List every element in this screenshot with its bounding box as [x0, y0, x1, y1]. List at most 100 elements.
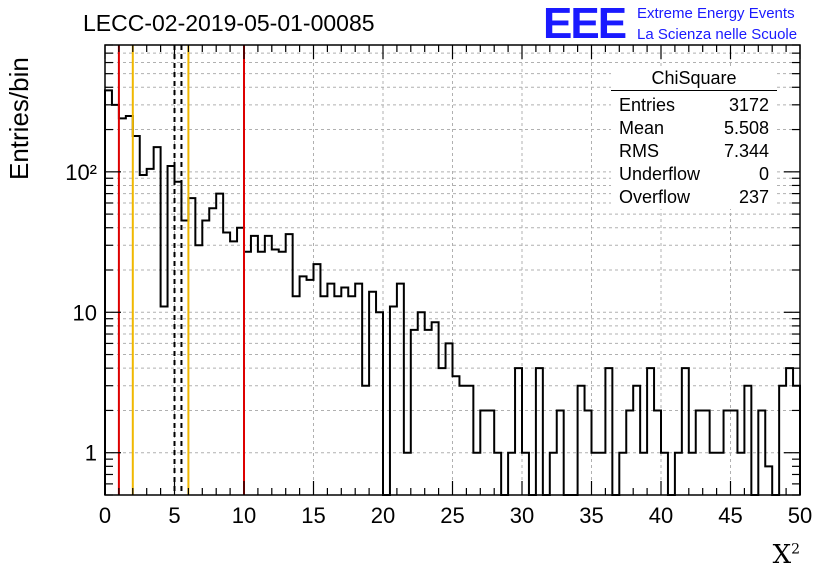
logo-tagline-1: Extreme Energy Events [637, 5, 795, 22]
x-tick-label: 20 [371, 503, 395, 528]
histogram-outline [104, 89, 801, 496]
histogram-bin [578, 386, 585, 495]
stats-value: 3172 [728, 95, 769, 115]
histogram-bin [647, 368, 654, 495]
histogram-bin [793, 386, 800, 495]
histogram-bin [195, 245, 202, 495]
stats-label: Underflow [619, 164, 701, 184]
stats-label: Entries [619, 95, 676, 115]
histogram-bin [522, 453, 529, 495]
x-tick-label: 40 [649, 503, 673, 528]
histogram-bin [362, 386, 369, 495]
histogram-bin [682, 368, 689, 495]
stats-value: 7.344 [723, 141, 769, 161]
x-tick-label: 35 [579, 503, 603, 528]
histogram-bin [598, 453, 605, 495]
histogram-bin [536, 368, 543, 495]
histogram-bin [265, 236, 272, 495]
histogram-bin [272, 249, 279, 495]
histogram-bin [515, 368, 522, 495]
stats-title: ChiSquare [611, 67, 777, 91]
histogram-bin [112, 105, 119, 495]
histogram-bin [550, 453, 557, 495]
stats-value: 0 [758, 164, 769, 184]
stats-box: ChiSquare Entries 3172 Mean 5.508 RMS 7.344 Un… [611, 67, 777, 209]
histogram-bin [181, 221, 188, 495]
histogram-bin [369, 292, 376, 495]
histogram-bin [453, 376, 460, 495]
histogram-bin [223, 232, 230, 495]
histogram-bin [251, 236, 258, 495]
histogram-bin [140, 175, 147, 495]
stats-row-underflow: Underflow 0 [611, 163, 777, 186]
histogram-bin [119, 118, 126, 495]
histogram-bin [675, 453, 682, 495]
histogram-bin [661, 453, 668, 495]
histogram-bin [188, 198, 195, 495]
histogram-bin [717, 453, 724, 495]
histogram-bin [765, 466, 772, 495]
histogram-bin [508, 453, 515, 495]
histogram-bin [640, 453, 647, 495]
x-tick-label: 5 [168, 503, 180, 528]
histogram-bin [439, 368, 446, 495]
histogram-bin [473, 453, 480, 495]
histogram-bin [432, 322, 439, 495]
histogram-bin [710, 453, 717, 495]
histogram-bin [279, 252, 286, 495]
x-tick-label: 15 [301, 503, 325, 528]
x-tick-label: 30 [510, 503, 534, 528]
histogram-bin [154, 147, 161, 495]
reference-lines [117, 45, 245, 495]
histogram-bin [459, 386, 466, 495]
grid-lines [105, 45, 800, 495]
y-tick-label: 10 [73, 300, 97, 325]
histogram-bin [494, 453, 501, 495]
histogram-bin [327, 284, 334, 495]
histogram-bin [390, 306, 397, 495]
histogram-bin [605, 368, 612, 495]
x-axis-ticks: 0 5 10 15 20 25 30 35 40 45 50 [99, 45, 812, 528]
histogram-bin [404, 453, 411, 495]
histogram-bin [376, 312, 383, 495]
stats-row-overflow: Overflow 237 [611, 186, 777, 209]
histogram-bin [466, 386, 473, 495]
histogram-bin [209, 208, 216, 495]
histogram-bin [133, 136, 140, 495]
histogram-series [104, 89, 801, 496]
y-axis-label: Entries/bin [4, 57, 34, 180]
stats-value: 237 [738, 187, 769, 207]
chart-title: LECC-02-2019-05-01-00085 [83, 10, 375, 36]
x-tick-label: 10 [232, 503, 256, 528]
histogram-bin [689, 453, 696, 495]
x-tick-label: 0 [99, 503, 111, 528]
histogram-bin [737, 453, 744, 495]
histogram-bin [161, 306, 168, 495]
stats-row-entries: Entries 3172 [611, 94, 777, 117]
x-tick-label: 25 [440, 503, 464, 528]
histogram-bin [216, 194, 223, 495]
histogram-bin [286, 234, 293, 495]
histogram-bin [744, 386, 751, 495]
histogram-bin [147, 169, 154, 495]
x-tick-label: 50 [788, 503, 812, 528]
histogram-bin [202, 221, 209, 495]
histogram-bin [105, 90, 112, 495]
histogram-bin [619, 453, 626, 495]
stats-label: RMS [619, 141, 659, 161]
histogram-bin [237, 228, 244, 495]
histogram-bin [355, 284, 362, 495]
histogram-bin [446, 343, 453, 495]
histogram-bin [175, 182, 182, 495]
histogram-bin [244, 252, 251, 495]
histogram-bin [418, 312, 425, 495]
histogram-bin [397, 284, 404, 495]
y-tick-label: 1 [85, 441, 97, 466]
histogram-bin [258, 252, 265, 495]
y-axis-ticks: 1 10 10² [65, 44, 800, 496]
stats-label: Mean [619, 118, 665, 138]
histogram-bin [786, 368, 793, 495]
eee-logo-mark: EEE [543, 0, 627, 48]
stats-label: Overflow [619, 187, 691, 207]
